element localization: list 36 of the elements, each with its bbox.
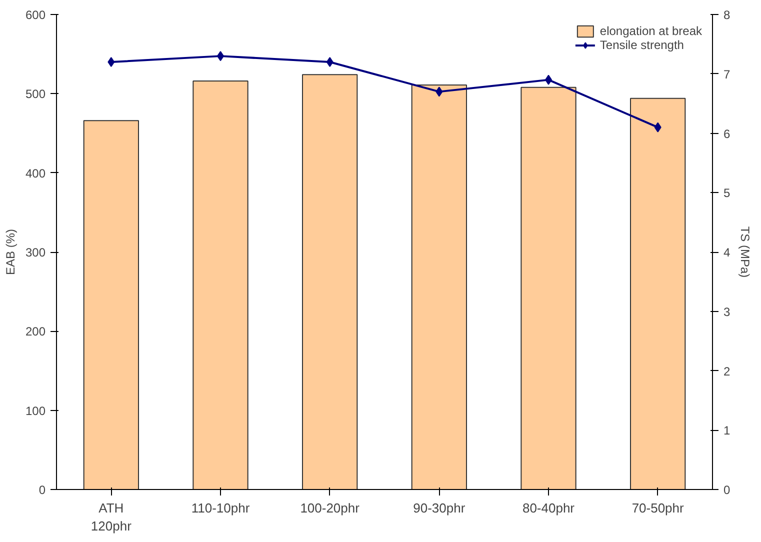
x-tick-label: 100-20phr bbox=[300, 500, 360, 516]
y-tick-label: 0 bbox=[38, 483, 46, 497]
y2-tick-label: 0 bbox=[724, 483, 730, 497]
bar bbox=[192, 80, 248, 490]
point bbox=[654, 122, 662, 132]
y2-tick-label: 1 bbox=[724, 424, 730, 438]
y-tick-label: 500 bbox=[25, 87, 46, 102]
y-tick-label: 600 bbox=[25, 8, 46, 22]
y2-tick-label: 5 bbox=[724, 186, 730, 200]
y-tick-label: 200 bbox=[25, 324, 46, 339]
legend-label: elongation at break bbox=[600, 24, 702, 38]
y-tick-label: 100 bbox=[25, 404, 46, 418]
y2-tick-label: 3 bbox=[724, 304, 730, 319]
x-tick-label: 70-50phr bbox=[632, 500, 685, 516]
point bbox=[326, 57, 334, 67]
y-axis-title: EAB (%) bbox=[3, 228, 18, 276]
point bbox=[108, 57, 115, 67]
point bbox=[436, 86, 443, 97]
y2-tick-label: 7 bbox=[724, 67, 730, 82]
x-tick-label: 110-10phr bbox=[191, 500, 250, 516]
bar bbox=[411, 84, 467, 490]
bar bbox=[520, 86, 576, 490]
x-tick-label: ATH 120phr bbox=[90, 500, 132, 534]
y2-tick-label: 6 bbox=[724, 126, 730, 141]
y-tick-label: 400 bbox=[25, 166, 46, 180]
y2-tick-label: 4 bbox=[724, 246, 730, 260]
x-tick-label: 80-40phr bbox=[522, 500, 576, 516]
bar bbox=[302, 74, 358, 490]
y2-tick-label: 2 bbox=[724, 364, 730, 378]
bar bbox=[630, 98, 686, 490]
y2-tick-label: 8 bbox=[724, 8, 730, 22]
bar bbox=[83, 120, 139, 490]
legend-label: Tensile strength bbox=[600, 38, 684, 52]
y2-axis-title: TS (MPa) bbox=[738, 226, 752, 278]
y-tick-label: 300 bbox=[25, 246, 46, 260]
x-tick-label: 90-30phr bbox=[413, 500, 466, 516]
